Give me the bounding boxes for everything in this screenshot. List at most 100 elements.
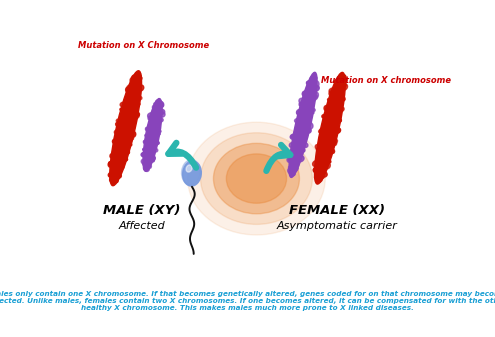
Ellipse shape (154, 103, 157, 106)
Text: Affected: Affected (118, 221, 165, 231)
Ellipse shape (226, 154, 287, 203)
Ellipse shape (287, 157, 294, 163)
Ellipse shape (288, 168, 294, 174)
Ellipse shape (116, 119, 121, 123)
Ellipse shape (330, 149, 335, 153)
Ellipse shape (333, 141, 337, 145)
Ellipse shape (124, 158, 128, 161)
Ellipse shape (188, 122, 325, 235)
Ellipse shape (342, 97, 345, 101)
Ellipse shape (312, 160, 319, 166)
Ellipse shape (155, 142, 159, 145)
Ellipse shape (289, 72, 317, 177)
Ellipse shape (313, 167, 318, 172)
Ellipse shape (120, 102, 126, 107)
Ellipse shape (299, 102, 303, 106)
Ellipse shape (126, 87, 131, 93)
Ellipse shape (340, 75, 344, 79)
Ellipse shape (302, 143, 308, 148)
Ellipse shape (342, 82, 346, 87)
Ellipse shape (333, 139, 338, 144)
Ellipse shape (138, 103, 140, 105)
Ellipse shape (115, 178, 118, 181)
Ellipse shape (159, 102, 162, 105)
Ellipse shape (109, 174, 113, 177)
Ellipse shape (130, 77, 135, 83)
Ellipse shape (108, 172, 114, 177)
Ellipse shape (322, 115, 327, 118)
Ellipse shape (339, 119, 342, 122)
Ellipse shape (112, 139, 116, 144)
Ellipse shape (313, 75, 315, 78)
Ellipse shape (290, 172, 294, 175)
Ellipse shape (329, 88, 336, 94)
Ellipse shape (144, 165, 149, 172)
Ellipse shape (127, 85, 131, 90)
Ellipse shape (307, 81, 310, 85)
Ellipse shape (109, 178, 115, 183)
Ellipse shape (137, 85, 144, 91)
Ellipse shape (313, 168, 318, 173)
Ellipse shape (315, 177, 322, 182)
Ellipse shape (131, 137, 134, 140)
Ellipse shape (157, 112, 165, 117)
Text: Mutation on X chromosome: Mutation on X chromosome (321, 76, 451, 85)
Text: FEMALE (XX): FEMALE (XX) (289, 204, 385, 217)
Ellipse shape (336, 79, 339, 82)
Ellipse shape (340, 77, 347, 83)
Ellipse shape (312, 92, 318, 99)
Ellipse shape (313, 81, 319, 88)
Ellipse shape (297, 164, 298, 166)
Ellipse shape (136, 73, 139, 77)
Ellipse shape (146, 127, 149, 131)
Ellipse shape (183, 161, 201, 186)
Ellipse shape (111, 179, 115, 183)
Ellipse shape (139, 80, 142, 83)
Ellipse shape (110, 154, 114, 158)
Ellipse shape (299, 98, 305, 104)
Ellipse shape (129, 143, 132, 146)
Ellipse shape (127, 151, 130, 154)
Ellipse shape (289, 143, 295, 147)
Ellipse shape (158, 109, 165, 114)
Ellipse shape (313, 76, 317, 80)
Ellipse shape (319, 175, 324, 179)
Ellipse shape (306, 128, 311, 133)
Ellipse shape (328, 98, 331, 101)
Ellipse shape (315, 176, 318, 178)
Ellipse shape (342, 99, 345, 101)
Ellipse shape (186, 165, 192, 172)
Ellipse shape (339, 74, 346, 80)
Ellipse shape (130, 131, 136, 137)
Ellipse shape (134, 74, 138, 78)
Ellipse shape (132, 75, 137, 81)
Ellipse shape (320, 171, 327, 177)
Ellipse shape (312, 85, 319, 91)
Ellipse shape (108, 161, 114, 166)
Ellipse shape (157, 100, 159, 102)
Ellipse shape (143, 98, 162, 171)
Ellipse shape (327, 160, 331, 163)
Ellipse shape (108, 161, 114, 167)
Ellipse shape (135, 112, 140, 116)
Ellipse shape (311, 108, 315, 112)
Ellipse shape (144, 166, 148, 170)
Ellipse shape (158, 101, 164, 108)
Ellipse shape (312, 95, 317, 100)
Text: Mutation on X Chromosome: Mutation on X Chromosome (78, 41, 209, 50)
Ellipse shape (341, 84, 347, 90)
Ellipse shape (152, 105, 156, 109)
Ellipse shape (292, 135, 296, 138)
Ellipse shape (159, 118, 163, 122)
Ellipse shape (120, 108, 123, 111)
Ellipse shape (314, 72, 346, 184)
Ellipse shape (213, 143, 299, 214)
Ellipse shape (113, 178, 118, 183)
Ellipse shape (315, 145, 321, 150)
Ellipse shape (314, 175, 319, 180)
Ellipse shape (310, 77, 313, 79)
Text: Males only contain one X chromosome. If that becomes genetically altered, genes : Males only contain one X chromosome. If … (0, 291, 495, 311)
Ellipse shape (297, 110, 301, 115)
Ellipse shape (294, 169, 297, 172)
Ellipse shape (135, 113, 139, 118)
